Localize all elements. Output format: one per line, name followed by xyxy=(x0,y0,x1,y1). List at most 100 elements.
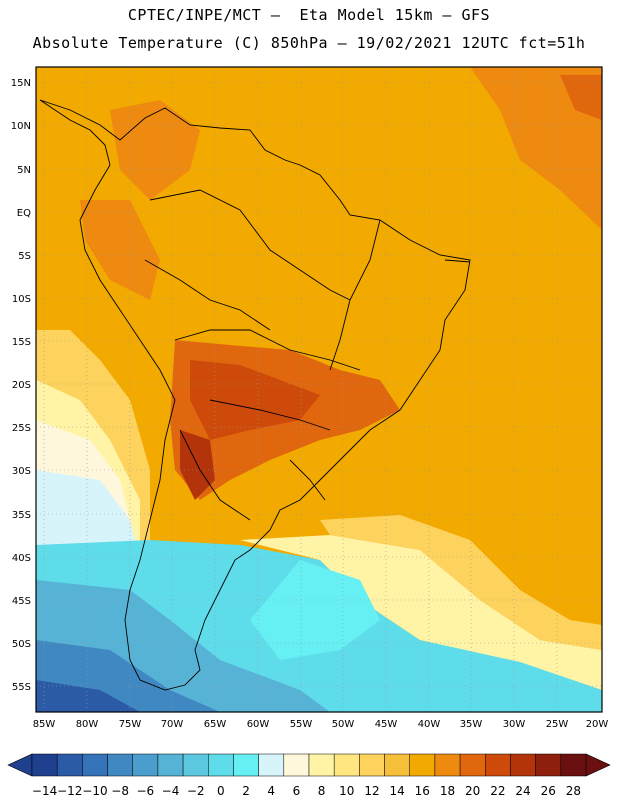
colorbar-cell xyxy=(510,753,536,777)
colorbar-cell xyxy=(459,753,486,777)
field-land-hotter xyxy=(190,360,320,440)
lon-label: 45W xyxy=(375,719,398,730)
colorbar-cell xyxy=(333,753,360,777)
colorbar-cell xyxy=(359,753,385,777)
longitude-labels: 85W 80W 75W 70W 65W 60W 55W 50W 45W 40W … xyxy=(33,719,609,730)
lat-label: 10S xyxy=(12,294,31,305)
field-ne-warm xyxy=(470,67,602,230)
colorbar: −14 −12 −10 −8 −6 −4 −2 0 2 4 6 8 10 12 14 16 18 20 22 24 26… xyxy=(7,753,611,798)
lon-label: 85W xyxy=(33,719,56,730)
colorbar-cell xyxy=(31,753,58,777)
colorbar-cell xyxy=(157,753,184,777)
colorbar-cell xyxy=(560,753,587,777)
colorbar-cell xyxy=(409,753,436,777)
lat-label: 55S xyxy=(12,682,31,693)
colorbar-label: 6 xyxy=(293,784,301,798)
field-south-atl-yellow xyxy=(240,535,602,690)
colorbar-label: −14 xyxy=(32,784,57,798)
colorbar-label: −12 xyxy=(57,784,82,798)
colorbar-label: −6 xyxy=(136,784,154,798)
lat-label: 20S xyxy=(12,380,31,391)
south-america-outline xyxy=(39,99,471,691)
field-andes-peru xyxy=(80,200,160,300)
lat-label: 25S xyxy=(12,423,31,434)
coastlines xyxy=(39,99,471,691)
lon-label: 25W xyxy=(546,719,569,730)
colorbar-label: 10 xyxy=(339,784,354,798)
border-uruguay xyxy=(289,459,326,501)
lat-label: 10N xyxy=(11,121,31,132)
colorbar-label: −10 xyxy=(82,784,107,798)
colorbar-cell xyxy=(107,753,133,777)
colorbar-label: 16 xyxy=(415,784,430,798)
colorbar-high-arrow xyxy=(585,753,611,777)
colorbar-cell xyxy=(308,753,335,777)
lon-label: 60W xyxy=(247,719,270,730)
colorbar-cell xyxy=(258,753,285,777)
colorbar-label: 4 xyxy=(267,784,275,798)
lon-label: 30W xyxy=(503,719,526,730)
colorbar-label: 12 xyxy=(364,784,379,798)
field-south-deepblue xyxy=(36,680,140,712)
lon-label: 55W xyxy=(290,719,313,730)
colorbar-cell xyxy=(56,753,83,777)
coast-ne-tip xyxy=(444,259,471,263)
colorbar-labels: −14 −12 −10 −8 −6 −4 −2 0 2 4 6 8 10 12 14 16 18 20 22 24 26… xyxy=(32,784,581,798)
colorbar-cells xyxy=(31,753,587,777)
lat-label: 15S xyxy=(12,337,31,348)
lat-label: 35S xyxy=(12,510,31,521)
colorbar-label: 2 xyxy=(242,784,250,798)
lat-label: 50S xyxy=(12,639,31,650)
colorbar-label: 20 xyxy=(465,784,480,798)
colorbar-label: 18 xyxy=(440,784,455,798)
lon-label: 40W xyxy=(418,719,441,730)
border-paraguay xyxy=(209,399,331,431)
latitude-labels: 15N 10N 5N EQ 5S 10S 15S 20S 25S 30S 35S… xyxy=(11,78,31,693)
field-south-brightcyan xyxy=(250,560,380,660)
colorbar-cell xyxy=(132,753,159,777)
colorbar-cell xyxy=(283,753,310,777)
border-brazil-states xyxy=(329,219,381,371)
lat-label: 40S xyxy=(12,553,31,564)
colorbar-label: 8 xyxy=(318,784,326,798)
colorbar-label: −4 xyxy=(162,784,180,798)
colorbar-low-arrow xyxy=(7,753,33,777)
colorbar-label: 0 xyxy=(217,784,225,798)
lon-label: 65W xyxy=(204,719,227,730)
colorbar-cell xyxy=(233,753,259,777)
lat-label: 45S xyxy=(12,596,31,607)
field-ne-hot xyxy=(560,75,602,120)
map-frame xyxy=(35,66,603,713)
colorbar-label: 24 xyxy=(515,784,530,798)
lon-label: 80W xyxy=(76,719,99,730)
lat-label: 30S xyxy=(12,466,31,477)
chart-title-line2: Absolute Temperature (C) 850hPa – 19/02/… xyxy=(32,34,586,52)
colorbar-cell xyxy=(82,753,108,777)
lat-label: 5S xyxy=(18,251,31,262)
border-argentina xyxy=(179,429,251,521)
colorbar-label: 28 xyxy=(566,784,581,798)
border-peru xyxy=(144,259,271,331)
colorbar-cell xyxy=(182,753,209,777)
colorbar-label: 14 xyxy=(389,784,404,798)
lon-label: 70W xyxy=(161,719,184,730)
colorbar-label: −8 xyxy=(111,784,129,798)
temperature-field xyxy=(36,67,602,712)
colorbar-cell xyxy=(384,753,410,777)
colorbar-cell xyxy=(535,753,562,777)
field-south-atl-gold xyxy=(320,515,602,650)
colorbar-cell xyxy=(434,753,461,777)
border-bolivia xyxy=(174,329,361,371)
lon-label: 75W xyxy=(119,719,142,730)
chart-title-line1: CPTEC/INPE/MCT – Eta Model 15km – GFS xyxy=(127,6,491,24)
colorbar-cell xyxy=(208,753,234,777)
border-north xyxy=(149,189,351,301)
lon-label: 50W xyxy=(332,719,355,730)
lon-label: 35W xyxy=(460,719,483,730)
lat-label: 15N xyxy=(11,78,31,89)
lon-label: 20W xyxy=(586,719,609,730)
colorbar-label: 22 xyxy=(490,784,505,798)
lat-label: EQ xyxy=(17,208,31,219)
colorbar-cell xyxy=(485,753,511,777)
